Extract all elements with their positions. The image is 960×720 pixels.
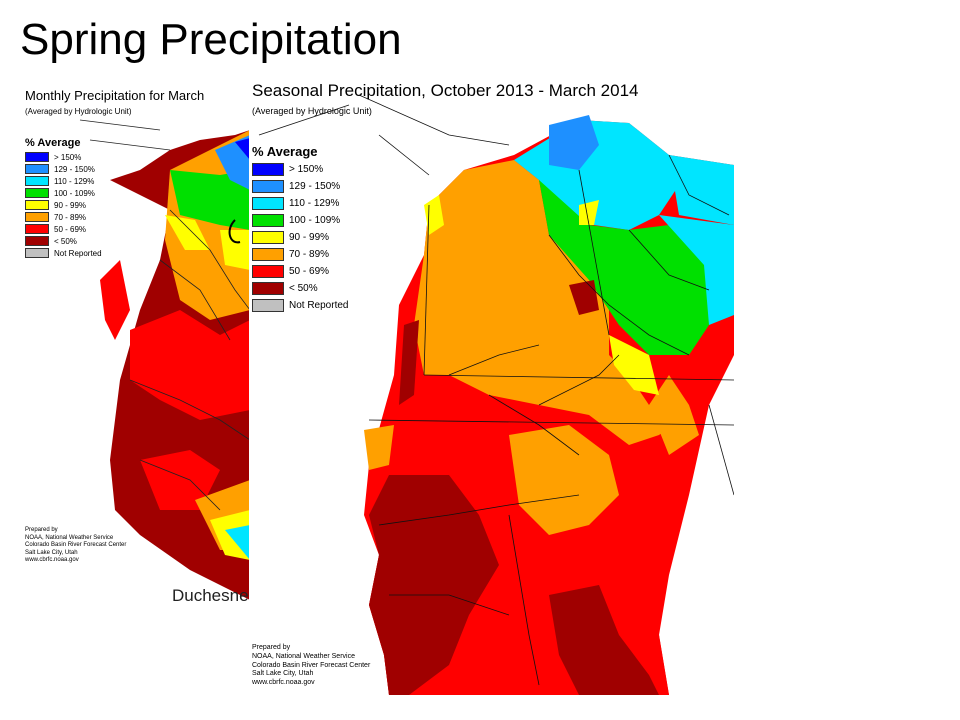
legend-item: 70 - 89% — [252, 248, 348, 261]
legend-label: Not Reported — [289, 300, 349, 311]
legend-label: 129 - 150% — [289, 181, 341, 192]
legend-label: < 50% — [289, 283, 318, 294]
monthly-map-title: Monthly Precipitation for March — [25, 88, 205, 103]
seasonal-map-graphic — [258, 94, 734, 695]
legend-label: 100 - 109% — [289, 215, 341, 226]
legend-label: Not Reported — [54, 248, 102, 258]
legend-label: 100 - 109% — [54, 188, 95, 198]
credit-line: NOAA, National Weather Service — [252, 652, 355, 660]
legend-swatch — [252, 282, 284, 295]
legend-swatch — [252, 248, 284, 261]
legend-label: 70 - 89% — [54, 212, 87, 222]
legend-item: < 50% — [252, 282, 348, 295]
seasonal-map-title: Seasonal Precipitation, October 2013 - M… — [252, 81, 639, 100]
legend-swatch — [252, 197, 284, 210]
legend-item: 50 - 69% — [25, 224, 102, 234]
credit-line: www.cbrfc.noaa.gov — [25, 557, 79, 563]
legend-swatch — [252, 180, 284, 193]
legend-label: 90 - 99% — [54, 200, 87, 210]
legend-item: > 150% — [252, 163, 348, 176]
monthly-precipitation-map: Monthly Precipitation for March (Average… — [20, 80, 250, 600]
legend-swatch — [25, 236, 49, 246]
slide-title: Spring Precipitation — [20, 15, 402, 64]
basin-caption: Duchesne — [172, 586, 249, 605]
legend-swatch — [252, 299, 284, 312]
legend-label: 110 - 129% — [289, 198, 340, 209]
monthly-map-subtitle: (Averaged by Hydrologic Unit) — [25, 107, 132, 116]
legend-label: 129 - 150% — [54, 164, 95, 174]
legend-item: 129 - 150% — [25, 164, 102, 174]
legend-label: 50 - 69% — [289, 266, 330, 277]
legend-item: 90 - 99% — [252, 231, 348, 244]
seasonal-map-legend: % Average > 150% 129 - 150% 110 - 129% 100 … — [252, 144, 348, 316]
legend-swatch — [25, 176, 49, 186]
seasonal-map-credits: Prepared by NOAA, National Weather Servi… — [252, 644, 370, 688]
legend-item: 110 - 129% — [25, 176, 102, 186]
credit-line: Colorado Basin River Forecast Center — [252, 661, 371, 669]
legend-swatch — [25, 248, 49, 258]
legend-item: 90 - 99% — [25, 200, 102, 210]
credit-line: Prepared by — [25, 527, 58, 533]
credit-line: Colorado Basin River Forecast Center — [25, 542, 127, 548]
legend-item: > 150% — [25, 152, 102, 162]
legend-swatch — [252, 163, 284, 176]
credit-line: Prepared by — [252, 644, 291, 651]
legend-swatch — [252, 231, 284, 244]
credit-line: NOAA, National Weather Service — [25, 534, 114, 541]
legend-item: 70 - 89% — [25, 212, 102, 222]
legend-item: 100 - 109% — [25, 188, 102, 198]
credit-line: Salt Lake City, Utah — [25, 549, 78, 556]
legend-swatch — [252, 265, 284, 278]
legend-label: > 150% — [289, 164, 324, 175]
legend-item: 110 - 129% — [252, 197, 348, 210]
monthly-map-graphic — [79, 119, 250, 600]
legend-heading: % Average — [25, 137, 81, 149]
legend-label: 50 - 69% — [54, 224, 87, 234]
legend-label: 110 - 129% — [54, 176, 95, 186]
legend-item: 50 - 69% — [252, 265, 348, 278]
legend-swatch — [25, 164, 49, 174]
credit-line: www.cbrfc.noaa.gov — [252, 679, 315, 686]
seasonal-precipitation-map: Seasonal Precipitation, October 2013 - M… — [249, 75, 734, 700]
legend-item: Not Reported — [25, 248, 102, 258]
legend-swatch — [25, 224, 49, 234]
legend-item: 129 - 150% — [252, 180, 348, 193]
legend-label: < 50% — [54, 236, 77, 246]
legend-item: < 50% — [25, 236, 102, 246]
legend-swatch — [25, 152, 49, 162]
legend-swatch — [252, 214, 284, 227]
seasonal-map-subtitle: (Averaged by Hydrologic Unit) — [252, 106, 372, 116]
credit-line: Salt Lake City, Utah — [252, 670, 314, 678]
monthly-map-credits: Prepared by NOAA, National Weather Servi… — [25, 527, 126, 565]
legend-label: > 150% — [54, 152, 82, 162]
monthly-map-legend: % Average > 150% 129 - 150% 110 - 129% 100 … — [25, 137, 102, 260]
legend-item: 100 - 109% — [252, 214, 348, 227]
legend-swatch — [25, 188, 49, 198]
legend-swatch — [25, 200, 49, 210]
legend-heading: % Average — [252, 144, 318, 159]
legend-item: Not Reported — [252, 299, 348, 312]
legend-swatch — [25, 212, 49, 222]
legend-label: 90 - 99% — [289, 232, 330, 243]
legend-label: 70 - 89% — [289, 249, 330, 260]
